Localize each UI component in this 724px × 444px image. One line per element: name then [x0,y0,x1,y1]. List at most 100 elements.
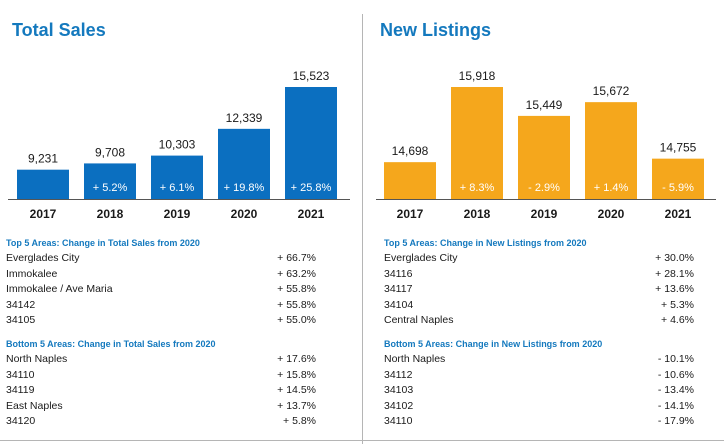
bar-value-label: 15,523 [293,69,330,83]
sales-top-row: 34105 + 55.0% [6,313,316,329]
area-change: + 15.8% [277,368,316,381]
area-name: 34116 [384,267,413,280]
area-name: North Naples [384,353,446,365]
bar-2019 [151,155,203,199]
area-change: + 13.6% [655,283,694,296]
x-tick-label: 2020 [231,207,258,221]
total-sales-chart: 9,231 2017 9,708 + 5.2% 2018 10,303 + 6.1% 2019… [8,69,350,221]
listings-top-row: 34104 + 5.3% [384,298,694,314]
area-name: 34103 [384,384,414,397]
area-change: + 17.6% [277,353,316,365]
area-change: + 30.0% [655,252,694,264]
bar-2021 [652,158,704,199]
panel-divider [362,14,363,444]
x-tick-label: 2019 [531,207,558,221]
x-tick-label: 2017 [397,207,424,221]
listings-bottom-row: 34103 - 13.4% [384,383,694,399]
bar-change-label: + 8.3% [460,182,495,194]
sales-bottom-row: North Naples + 17.6% [6,352,316,368]
bar-2019 [518,115,570,199]
sales-bottom-row: 34110 + 15.8% [6,368,316,384]
bar-2018 [84,163,136,199]
area-change: - 10.1% [657,353,694,365]
area-change: - 17.9% [657,415,694,428]
area-name: 34142 [6,298,36,311]
new-listings-title: New Listings [380,20,492,40]
sales-bottom-title: Bottom 5 Areas: Change in Total Sales fr… [6,339,216,349]
area-name: 34119 [6,384,35,397]
bar-value-label: 14,755 [660,141,697,155]
x-tick-label: 2017 [30,207,57,221]
bar-change-label: + 19.8% [224,182,265,194]
bar-value-label: 9,708 [95,145,125,159]
area-name: 34110 [384,415,413,428]
total-sales-title: Total Sales [12,20,106,40]
area-name: Central Naples [384,314,454,327]
area-change: - 13.4% [657,384,694,397]
area-change: + 55.8% [277,298,316,311]
sales-top-row: 34142 + 55.8% [6,298,316,314]
bar-value-label: 15,672 [593,84,630,98]
area-name: 34110 [6,368,35,381]
area-change: + 5.8% [283,415,316,428]
x-tick-label: 2021 [665,207,692,221]
new-listings-chart: 14,698 2017 15,918 + 8.3% 2018 15,449 - 2.9% 20… [376,69,716,221]
bar-value-label: 15,449 [526,98,563,112]
bar-change-label: + 25.8% [291,182,332,194]
listings-top-list: Everglades City + 30.0% 34116 + 28.1% 3411… [384,251,694,329]
area-name: Immokalee [6,267,58,280]
x-tick-label: 2020 [598,207,625,221]
sales-bottom-row: 34119 + 14.5% [6,383,316,399]
area-change: + 5.3% [661,298,694,311]
bar-change-label: - 2.9% [528,182,560,194]
area-change: + 63.2% [277,267,316,280]
area-change: + 4.6% [661,314,694,327]
area-name: 34102 [384,399,414,412]
area-change: + 55.8% [277,283,316,296]
listings-bottom-list: North Naples - 10.1% 34112 - 10.6% 34103 - … [384,352,694,430]
listings-bottom-row: 34102 - 14.1% [384,399,694,415]
listings-bottom-row: 34110 - 17.9% [384,414,694,430]
area-name: 34112 [384,368,413,381]
listings-bottom-row: 34112 - 10.6% [384,368,694,384]
sales-bottom-list: North Naples + 17.6% 34110 + 15.8% 34119 + … [6,352,316,430]
area-change: + 66.7% [277,252,316,264]
listings-bottom-title: Bottom 5 Areas: Change in New Listings f… [384,339,603,349]
area-name: Everglades City [6,252,80,264]
area-change: + 14.5% [277,384,316,397]
sales-bottom-row: 34120 + 5.8% [6,414,316,430]
area-name: North Naples [6,353,68,365]
bar-change-label: + 6.1% [160,182,195,194]
bar-2020 [585,102,637,199]
area-name: East Naples [6,399,63,412]
bar-2020 [218,128,270,199]
bar-value-label: 9,231 [28,152,58,166]
new-listings-panel: New Listings 14,698 2017 15,918 + 8.3% 2018 1… [368,0,724,444]
bar-value-label: 15,918 [459,69,496,83]
listings-top-row: Everglades City + 30.0% [384,251,694,267]
area-name: 34105 [6,314,36,327]
bar-2017 [384,162,436,199]
listings-top-row: Central Naples + 4.6% [384,313,694,329]
area-name: 34117 [384,283,413,296]
x-tick-label: 2018 [97,207,124,221]
area-change: + 28.1% [655,267,694,280]
area-change: - 14.1% [657,399,694,412]
x-tick-label: 2019 [164,207,191,221]
sales-top-row: Immokalee / Ave Maria + 55.8% [6,282,316,298]
bar-change-label: - 5.9% [662,182,694,194]
sales-top-row: Immokalee + 63.2% [6,267,316,283]
listings-bottom-row: North Naples - 10.1% [384,352,694,368]
bar-2018 [451,87,503,199]
area-name: 34104 [384,298,414,311]
listings-top-title: Top 5 Areas: Change in New Listings from… [384,238,587,248]
bar-2017 [17,169,69,199]
total-sales-panel: Total Sales 9,231 2017 9,708 + 5.2% 2018 10,3… [6,20,350,430]
area-change: + 13.7% [277,399,316,412]
area-change: - 10.6% [657,368,694,381]
listings-top-row: 34117 + 13.6% [384,282,694,298]
bar-value-label: 12,339 [226,111,263,125]
x-tick-label: 2018 [464,207,491,221]
bar-change-label: + 1.4% [594,182,629,194]
bar-value-label: 14,698 [392,144,429,158]
